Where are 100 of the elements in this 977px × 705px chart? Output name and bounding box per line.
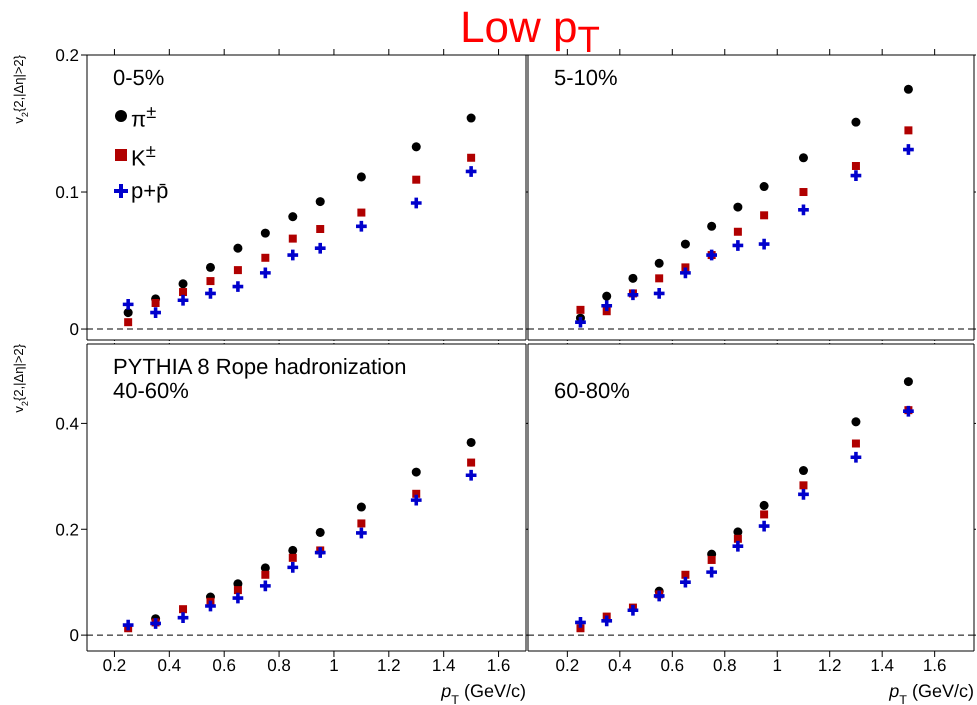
annotation: 0-5%: [113, 65, 164, 90]
legend-label: p+p̄: [131, 176, 168, 205]
point: [178, 279, 188, 288]
point: [232, 281, 244, 292]
y-tick-label: 0.4: [55, 414, 79, 434]
point: [124, 318, 132, 326]
annotation: PYTHIA 8 Rope hadronization: [113, 354, 407, 379]
point: [707, 222, 716, 231]
point: [904, 84, 913, 94]
point: [233, 244, 242, 253]
point: [760, 510, 768, 518]
x-axis-title: p$_{T}$ (GeV/c): [440, 681, 526, 705]
y-tick-label: 0.2: [55, 520, 79, 540]
point: [150, 307, 161, 318]
point: [260, 267, 271, 278]
point: [732, 240, 744, 251]
point: [124, 308, 133, 318]
point: [316, 528, 325, 537]
point: [178, 612, 188, 624]
y-tick-label: 0: [70, 626, 79, 646]
point: [575, 617, 586, 628]
x-tick-label: 0.4: [608, 656, 632, 676]
point: [205, 288, 216, 299]
point: [232, 592, 244, 604]
point: [467, 154, 476, 162]
point: [179, 605, 188, 614]
point: [314, 242, 326, 254]
point: [601, 300, 612, 312]
point: [466, 166, 476, 177]
point: [466, 438, 476, 447]
point: [799, 481, 808, 490]
x-tick-label: 1: [772, 656, 782, 676]
point: [734, 228, 742, 236]
point: [851, 118, 860, 127]
x-tick-label: 1.6: [922, 656, 946, 676]
point: [655, 274, 664, 282]
x-tick-label: 0.6: [660, 656, 684, 676]
point: [904, 377, 913, 386]
point: [260, 580, 271, 592]
point: [708, 556, 716, 564]
point: [316, 197, 325, 206]
point: [206, 277, 214, 286]
x-tick-label: 1.6: [486, 656, 510, 676]
point: [466, 114, 476, 123]
point: [152, 299, 160, 308]
point: [798, 204, 809, 216]
point: [356, 220, 367, 232]
point: [412, 176, 420, 184]
chart-title: Low p$_{T}$: [459, 3, 601, 62]
point: [758, 520, 770, 532]
x-axis-title: p$_{T}$ (GeV/c): [888, 681, 974, 705]
point: [850, 170, 862, 181]
point: [467, 458, 476, 467]
point: [852, 440, 860, 448]
point: [654, 288, 665, 299]
point: [799, 188, 808, 196]
point: [150, 618, 161, 629]
point: [601, 615, 612, 626]
point: [179, 288, 188, 296]
point: [575, 316, 586, 328]
annotation: 40-60%: [113, 378, 189, 403]
point: [680, 576, 691, 588]
point: [260, 228, 270, 238]
x-tick-label: 1.2: [818, 656, 842, 676]
point: [178, 294, 188, 306]
point: [234, 266, 242, 274]
x-tick-label: 1.4: [432, 656, 456, 676]
point: [602, 292, 612, 301]
point: [904, 126, 912, 134]
point: [356, 502, 366, 512]
point: [234, 586, 242, 594]
point: [205, 600, 216, 612]
point: [706, 566, 718, 578]
point: [356, 172, 366, 182]
point: [798, 466, 808, 476]
point: [680, 240, 690, 249]
point: [733, 202, 742, 212]
point: [410, 198, 422, 208]
point: [316, 225, 324, 234]
x-tick-label: 0.6: [212, 656, 236, 676]
point: [357, 208, 366, 217]
point: [287, 562, 298, 573]
point: [356, 528, 367, 538]
x-tick-label: 0.4: [157, 656, 182, 676]
point: [412, 468, 421, 477]
x-tick-label: 0.2: [556, 656, 580, 676]
point: [852, 162, 860, 170]
point: [314, 547, 326, 558]
point: [287, 250, 298, 260]
point: [732, 540, 744, 552]
x-tick-label: 1.2: [376, 656, 401, 676]
point: [903, 406, 914, 417]
y-tick-label: 0: [70, 320, 79, 340]
x-tick-label: 0.8: [267, 656, 291, 676]
point: [760, 500, 769, 510]
annotation: 60-80%: [554, 378, 630, 403]
point: [357, 519, 366, 528]
point: [760, 211, 768, 220]
x-tick-label: 0.2: [102, 656, 126, 676]
point: [206, 262, 215, 272]
